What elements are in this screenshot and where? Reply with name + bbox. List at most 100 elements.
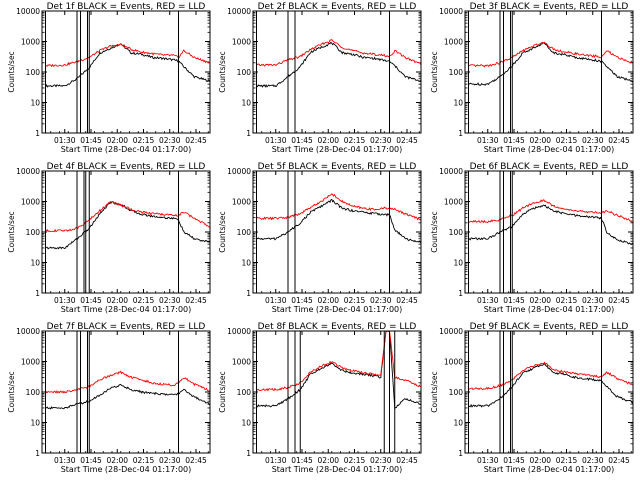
x-tick-label: 02:30 [582,296,604,305]
x-tick-label: 02:00 [317,136,339,145]
x-tick-label: 02:15 [133,136,155,145]
x-tick-label: 02:00 [106,136,128,145]
events-series-line [468,363,633,408]
plot-frame [252,330,422,454]
x-tick-label: 02:00 [106,456,128,465]
plot-frame [464,10,634,134]
x-tick-label: 02:30 [370,136,392,145]
y-tick-label: 10 [30,259,40,268]
x-tick-label: 01:45 [503,136,525,145]
y-axis-label: Counts/sec [430,211,439,252]
x-tick-label: 01:30 [477,136,499,145]
panel-title: Det 5f BLACK = Events, RED = LLD [258,162,417,172]
y-tick-label: 1000 [444,198,463,207]
detector-panel: Det 4f BLACK = Events, RED = LLD 1 10 100 10… [7,162,211,314]
x-axis-label: Start Time (28-Dec-04 01:17:00) [272,465,403,474]
events-series-line [256,198,421,244]
detector-panel: Det 3f BLACK = Events, RED = LLD 1 10 100 10… [430,2,634,154]
y-tick-label: 10 [453,99,463,108]
x-tick-label: 01:45 [291,456,313,465]
y-tick-label: 100 [237,228,252,237]
y-tick-label: 1 [35,449,40,458]
y-tick-label: 10000 [227,7,251,16]
y-tick-label: 1000 [444,358,463,367]
plot-frame [464,330,634,454]
x-tick-label: 01:45 [80,296,102,305]
x-axis-label: Start Time (28-Dec-04 01:17:00) [61,305,192,314]
y-tick-label: 10000 [227,327,251,336]
x-tick-label: 02:15 [344,136,366,145]
x-tick-label: 02:15 [344,296,366,305]
lld-series-line [45,42,210,68]
x-tick-label: 02:45 [185,456,207,465]
panel-title: Det 3f BLACK = Events, RED = LLD [470,2,629,12]
plot-frame [252,170,422,294]
x-tick-label: 01:45 [80,456,102,465]
events-series-line [45,43,210,88]
y-axis-label: Counts/sec [7,51,16,92]
detector-panel: Det 1f BLACK = Events, RED = LLD 1 10 100 10… [7,2,211,154]
x-tick-label: 02:30 [370,456,392,465]
y-tick-label: 1 [246,289,251,298]
y-axis-label: Counts/sec [430,51,439,92]
y-tick-label: 1000 [21,38,40,47]
x-tick-label: 02:15 [556,456,578,465]
y-tick-label: 1 [458,289,463,298]
detector-panel: Det 7f BLACK = Events, RED = LLD 1 10 100 10… [7,322,211,474]
y-tick-label: 1000 [232,38,251,47]
y-tick-label: 100 [26,388,41,397]
y-tick-label: 10 [453,419,463,428]
y-tick-label: 1 [458,129,463,138]
x-tick-label: 02:45 [608,136,630,145]
y-tick-label: 10000 [227,167,251,176]
x-axis-label: Start Time (28-Dec-04 01:17:00) [272,305,403,314]
y-tick-label: 10 [241,259,251,268]
x-tick-label: 01:45 [291,296,313,305]
y-tick-label: 10000 [439,7,463,16]
y-tick-label: 10000 [16,167,40,176]
panel-title: Det 2f BLACK = Events, RED = LLD [258,2,417,12]
y-tick-label: 1000 [232,198,251,207]
y-axis-label: Counts/sec [7,211,16,252]
plot-frame [41,330,211,454]
y-tick-label: 10000 [439,327,463,336]
y-tick-label: 1000 [444,38,463,47]
events-series-line [45,384,210,410]
y-axis-label: Counts/sec [218,371,227,412]
x-axis-label: Start Time (28-Dec-04 01:17:00) [484,145,615,154]
lld-series-line [468,41,633,68]
x-axis-label: Start Time (28-Dec-04 01:17:00) [61,145,192,154]
x-axis-label: Start Time (28-Dec-04 01:17:00) [484,465,615,474]
lld-series-line [256,193,421,221]
y-axis-label: Counts/sec [7,371,16,412]
plot-frame [41,170,211,294]
plot-frame [41,10,211,134]
x-axis-label: Start Time (28-Dec-04 01:17:00) [272,145,403,154]
events-series-line [45,201,210,250]
x-tick-label: 02:00 [317,456,339,465]
x-tick-label: 02:45 [608,296,630,305]
y-tick-label: 1000 [232,358,251,367]
x-tick-label: 02:15 [556,136,578,145]
x-tick-label: 02:00 [529,456,551,465]
panel-title: Det 6f BLACK = Events, RED = LLD [470,162,629,172]
y-tick-label: 10000 [16,327,40,336]
lld-series-line [45,201,210,233]
x-tick-label: 02:30 [159,456,181,465]
x-tick-label: 01:30 [265,136,287,145]
x-tick-label: 02:00 [529,296,551,305]
y-tick-label: 100 [26,68,41,77]
lld-series-line [468,361,633,391]
y-tick-label: 10 [241,419,251,428]
x-tick-label: 02:15 [556,296,578,305]
lld-series-line [256,38,421,67]
y-tick-label: 10 [30,419,40,428]
lld-series-line [45,370,210,394]
x-tick-label: 01:45 [80,136,102,145]
y-tick-label: 100 [237,388,252,397]
x-tick-label: 02:30 [159,136,181,145]
events-series-line [468,41,633,86]
x-tick-label: 01:30 [265,456,287,465]
y-axis-label: Counts/sec [430,371,439,412]
detector-panel: Det 6f BLACK = Events, RED = LLD 1 10 100 10… [430,162,634,314]
